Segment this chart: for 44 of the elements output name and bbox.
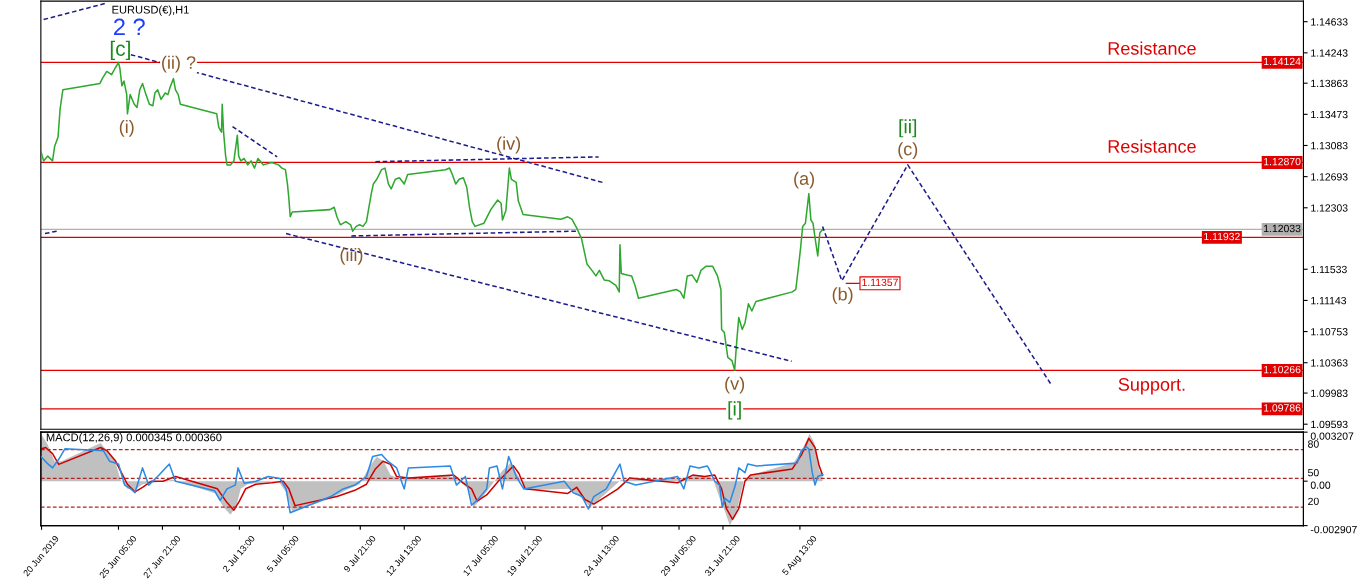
chart-title: MACD(12,26,9) 0.000345 0.000360 xyxy=(46,433,222,444)
annotation: Support. xyxy=(1118,378,1185,395)
y-tick-label: 1.13863 xyxy=(1311,79,1348,88)
y-tick-label: -0.002907 xyxy=(1310,525,1357,534)
y-tick-label: 0.00 xyxy=(1310,481,1331,489)
ref-line-label: 1.09786 xyxy=(1264,404,1301,412)
annotation: (c) xyxy=(898,142,918,159)
line-series xyxy=(821,164,1052,385)
y-tick-label: 1.14243 xyxy=(1311,49,1348,57)
ref-line-label: 1.10266 xyxy=(1264,365,1301,374)
y-tick-label: 1.11143 xyxy=(1311,296,1347,305)
annotation: (i) xyxy=(119,119,134,137)
ref-line-label: 1.12033 xyxy=(1264,224,1301,233)
annotation: Resistance xyxy=(1108,139,1196,153)
y-tick-label: 1.13083 xyxy=(1311,141,1348,150)
y-tick-label: 1.12693 xyxy=(1311,173,1348,181)
annotation: (iv) xyxy=(497,136,521,154)
y-tick-label: 1.12303 xyxy=(1311,204,1348,212)
y2-tick-label: 50 xyxy=(1308,468,1319,477)
annotation: [ii] xyxy=(899,119,917,138)
y2-tick-label: 20 xyxy=(1308,497,1319,506)
annotation: [c] xyxy=(110,40,130,61)
annotation: (v) xyxy=(725,376,745,394)
y-tick-label: 1.14633 xyxy=(1311,18,1348,26)
annotation: (ii) ? xyxy=(162,55,196,73)
y-tick-label: 1.09983 xyxy=(1311,389,1348,397)
y-tick-label: 1.11533 xyxy=(1311,265,1347,274)
y-tick-label: 1.10363 xyxy=(1311,359,1348,367)
annotation: 1.11357 xyxy=(862,278,898,287)
annotation: 2 ? xyxy=(114,18,145,36)
y-tick-label: 1.09593 xyxy=(1311,420,1348,429)
annotation: Resistance xyxy=(1108,41,1196,55)
annotation: (iii) xyxy=(340,247,363,265)
y-tick-label: 1.10753 xyxy=(1311,328,1348,336)
ref-line-label: 1.12870 xyxy=(1264,157,1301,166)
y-tick-label: 0.003207 xyxy=(1310,432,1354,440)
y-tick-label: 1.13473 xyxy=(1311,110,1348,119)
ref-line-label: 1.11932 xyxy=(1204,232,1240,241)
annotation: [i] xyxy=(728,401,741,420)
ref-line-label: 1.14124 xyxy=(1264,57,1301,66)
chart-title: EURUSD(€),H1 xyxy=(112,5,189,16)
annotation: (a) xyxy=(794,171,814,189)
y2-tick-label: 80 xyxy=(1308,440,1319,448)
annotation: (b) xyxy=(832,287,853,305)
